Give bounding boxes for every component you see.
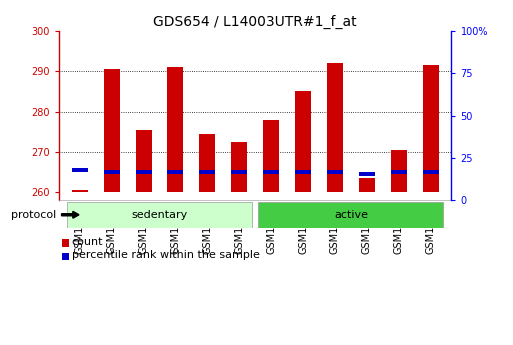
Bar: [263, 170, 279, 174]
Bar: [263, 120, 279, 192]
Bar: [67, 202, 252, 228]
Bar: [259, 202, 443, 228]
Text: active: active: [334, 210, 368, 220]
Bar: [359, 172, 375, 176]
Text: sedentary: sedentary: [131, 210, 188, 220]
Bar: [200, 170, 215, 174]
Title: GDS654 / L14003UTR#1_f_at: GDS654 / L14003UTR#1_f_at: [153, 14, 357, 29]
Bar: [231, 170, 247, 174]
Bar: [391, 150, 407, 192]
Bar: [104, 170, 120, 174]
Bar: [72, 168, 88, 171]
Bar: [327, 170, 343, 174]
Bar: [295, 170, 311, 174]
Bar: [167, 67, 184, 192]
Bar: [391, 170, 407, 174]
Bar: [231, 142, 247, 192]
Bar: [104, 69, 120, 192]
Bar: [295, 91, 311, 192]
Bar: [423, 170, 439, 174]
Bar: [423, 65, 439, 192]
Text: count: count: [72, 237, 103, 246]
Bar: [167, 170, 184, 174]
Bar: [359, 178, 375, 192]
Text: percentile rank within the sample: percentile rank within the sample: [72, 250, 260, 260]
Text: protocol: protocol: [11, 210, 56, 220]
Bar: [200, 134, 215, 192]
Bar: [135, 170, 151, 174]
Bar: [327, 63, 343, 192]
Bar: [135, 130, 151, 192]
Bar: [72, 190, 88, 192]
